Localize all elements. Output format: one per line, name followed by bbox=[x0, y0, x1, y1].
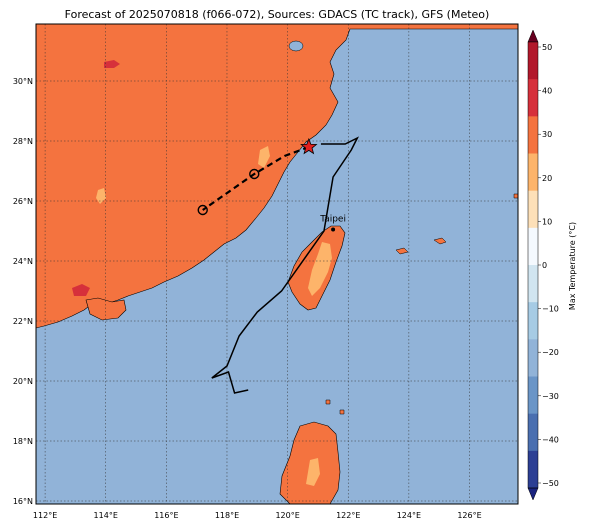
land-layer bbox=[36, 24, 518, 504]
island bbox=[325, 399, 331, 405]
colorbar-extend-top bbox=[527, 29, 539, 43]
mainland-warm-area bbox=[258, 146, 270, 168]
hot-spot-south bbox=[72, 284, 90, 296]
colorbar-segment bbox=[528, 265, 538, 303]
x-tick-label: 122°E bbox=[336, 511, 360, 520]
map-frame bbox=[35, 23, 519, 505]
tc-track-layer bbox=[197, 136, 360, 394]
colorbar-tick-label: 10 bbox=[542, 217, 552, 226]
x-tick-label: 114°E bbox=[94, 511, 118, 520]
colorbar-tick-label: 0 bbox=[542, 261, 547, 270]
colorbar-segment bbox=[528, 302, 538, 340]
hainan-landmass bbox=[85, 297, 127, 321]
tc-forecast-points bbox=[197, 168, 260, 216]
colorbar-extend-bottom bbox=[527, 487, 539, 501]
colorbar-tick-label: 30 bbox=[542, 130, 552, 139]
island bbox=[339, 409, 345, 415]
tc-forecast-track bbox=[202, 145, 310, 211]
luzon-warm-area bbox=[306, 458, 320, 486]
island bbox=[288, 40, 304, 52]
colorbar-segment bbox=[528, 339, 538, 377]
colorbar-tick-label: −20 bbox=[542, 348, 559, 357]
colorbar-tick-label: 50 bbox=[542, 43, 552, 52]
colorbar-tick-label: −10 bbox=[542, 305, 559, 314]
chart-title: Forecast of 2025070818 (f066-072), Sourc… bbox=[64, 8, 490, 21]
colorbar-segment bbox=[528, 376, 538, 415]
y-tick-label: 26°N bbox=[13, 197, 33, 206]
colorbar: 50 40 30 20 10 0 −10 −20 −30 −40 −50 bbox=[527, 29, 559, 501]
colorbar-segment bbox=[528, 79, 538, 117]
island bbox=[513, 193, 518, 199]
x-tick-label: 126°E bbox=[457, 511, 481, 520]
island bbox=[395, 247, 409, 255]
colorbar-tick-label: 20 bbox=[542, 174, 552, 183]
colorbar-segment bbox=[528, 190, 538, 229]
colorbar-tick-label: −40 bbox=[542, 435, 559, 444]
tc-current-position-star bbox=[300, 137, 318, 155]
x-tick-label: 112°E bbox=[33, 511, 57, 520]
city-label: Taipei bbox=[319, 215, 346, 225]
tc-forecast-point bbox=[249, 168, 260, 180]
y-tick-label: 20°N bbox=[13, 377, 33, 386]
colorbar-segment bbox=[528, 42, 538, 80]
x-axis-ticks: 112°E 114°E 116°E 118°E 120°E 122°E 124°E 126°E bbox=[33, 511, 482, 520]
x-tick-label: 116°E bbox=[154, 511, 178, 520]
city-marker bbox=[331, 227, 336, 232]
x-tick-label: 120°E bbox=[275, 511, 299, 520]
x-tick-label: 118°E bbox=[215, 511, 239, 520]
tc-forecast-point bbox=[197, 204, 208, 216]
colorbar-segment bbox=[528, 450, 538, 489]
colorbar-label: Max Temperature (°C) bbox=[568, 222, 577, 310]
colorbar-tick-label: −50 bbox=[542, 479, 559, 488]
tc-observed-track bbox=[211, 136, 360, 394]
colorbar-segment bbox=[528, 153, 538, 192]
mainland-warm-spot bbox=[96, 188, 106, 204]
taiwan-warm-area bbox=[308, 242, 332, 296]
colorbar-segment bbox=[528, 116, 538, 154]
colorbar-segment bbox=[528, 227, 538, 266]
colorbar-tick-label: −30 bbox=[542, 392, 559, 401]
y-tick-label: 22°N bbox=[13, 317, 33, 326]
y-tick-label: 16°N bbox=[13, 497, 33, 506]
island bbox=[433, 237, 447, 245]
colorbar-tick-label: 40 bbox=[542, 87, 552, 96]
y-tick-label: 28°N bbox=[13, 137, 33, 146]
colorbar-segment bbox=[528, 413, 538, 452]
y-tick-label: 30°N bbox=[13, 77, 33, 86]
y-tick-label: 24°N bbox=[13, 257, 33, 266]
y-axis-ticks: 16°N 18°N 20°N 22°N 24°N 26°N 28°N 30°N bbox=[13, 77, 33, 506]
x-tick-label: 124°E bbox=[397, 511, 421, 520]
y-tick-label: 18°N bbox=[13, 437, 33, 446]
hot-spot-north bbox=[104, 60, 120, 68]
gridlines bbox=[36, 24, 518, 504]
